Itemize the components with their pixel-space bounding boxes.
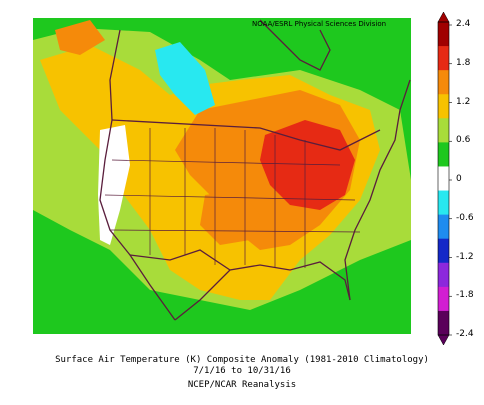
atlantic-coast [344, 79, 411, 301]
colorbar-tick-label: -1.8 [456, 290, 474, 301]
colorbar-segment [438, 262, 449, 288]
colorbar-tick-label: 1.2 [456, 96, 471, 107]
colorbar-segment [438, 310, 449, 336]
colorbar-tick-label: 0 [456, 174, 462, 184]
us-canada-border [111, 119, 381, 151]
credit-text: NOAA/ESRL Physical Sciences Division [252, 20, 387, 28]
colorbar-tick-label: -1.2 [456, 251, 474, 262]
caption-source: NCEP/NCAR Reanalysis [187, 380, 297, 390]
colorbar-segment [438, 46, 449, 71]
colorbar-top-arrow [437, 11, 450, 23]
colorbar-segment [438, 214, 449, 240]
colorbar-segment [438, 94, 449, 119]
colorbar-tick-label: 2.4 [456, 19, 471, 29]
colorbar-segment [438, 166, 449, 192]
state-line-9 [109, 229, 361, 233]
colorbar-segment [438, 22, 449, 47]
colorbar-segment [438, 286, 449, 312]
colorbar-segment [438, 190, 449, 216]
hudson-bay [259, 19, 331, 71]
colorbar-frame [437, 21, 450, 336]
colorbar-tick-label: -0.6 [456, 212, 474, 223]
colorbar-segment [438, 142, 449, 167]
state-borders [104, 128, 361, 268]
colorbar-segment [438, 70, 449, 95]
colorbar-segment [438, 118, 449, 143]
pacific-coast [99, 29, 176, 321]
state-line-8 [104, 194, 356, 201]
colorbar-tick-label: 1.8 [456, 57, 471, 68]
caption-dates: 7/1/16 to 10/31/16 [193, 366, 291, 376]
anomaly-region-orange-nw [55, 20, 105, 55]
state-line-7 [111, 159, 341, 166]
colorbar-bottom-arrow [437, 334, 450, 346]
anomaly-region-cyan [155, 42, 215, 115]
caption-title: Surface Air Temperature (K) Composite An… [55, 355, 429, 365]
colorbar-segment [438, 238, 449, 264]
anomaly-region-red [260, 120, 355, 210]
colorbar [437, 11, 452, 346]
colorbar-tick-label: -2.4 [456, 329, 474, 339]
colorbar-tick-label: 0.6 [456, 135, 471, 146]
